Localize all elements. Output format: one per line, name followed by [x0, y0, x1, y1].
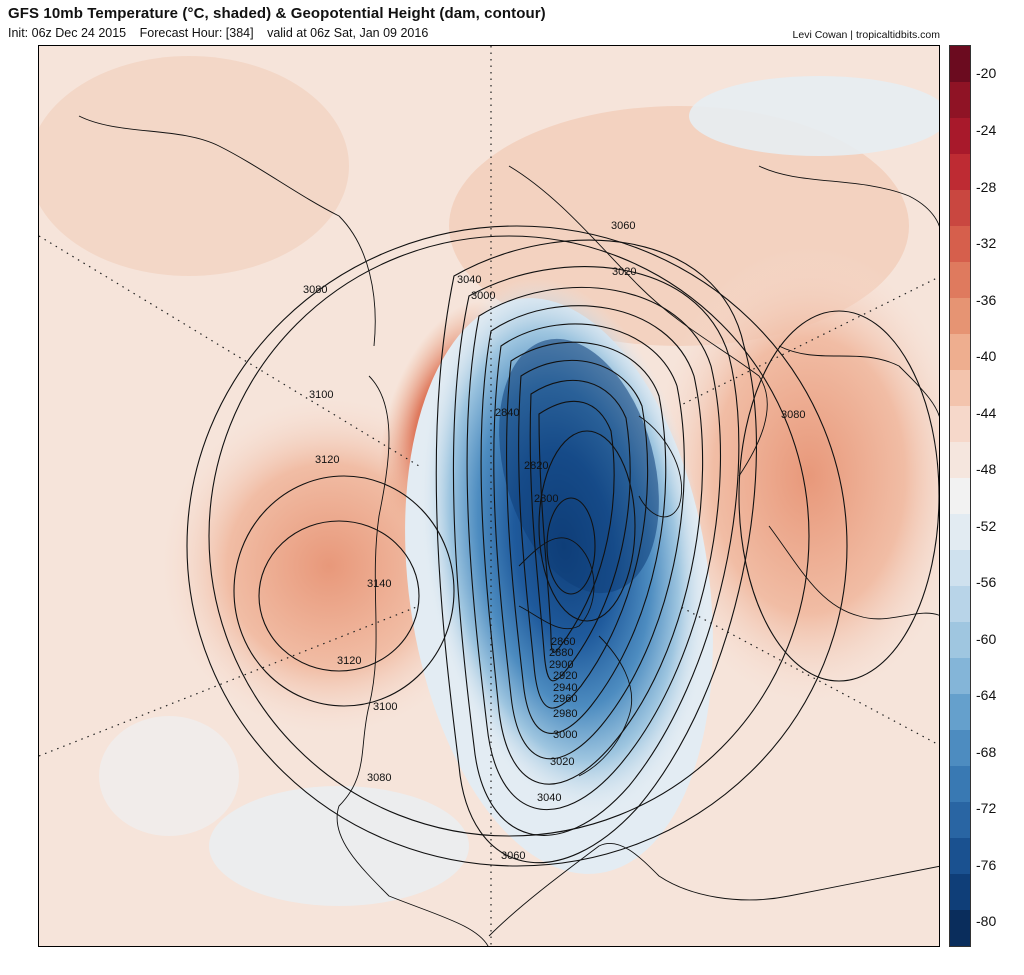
- credit-text: Levi Cowan | tropicaltidbits.com: [792, 29, 940, 41]
- colorbar-tick-label: -24: [976, 122, 997, 138]
- colorbar-swatch: [950, 190, 970, 226]
- colorbar-swatch: [950, 658, 970, 694]
- colorbar-swatch: [950, 262, 970, 298]
- colorbar-tick-label: -44: [976, 405, 997, 421]
- colorbar-swatch: [950, 802, 970, 838]
- graticule: [39, 46, 939, 946]
- colorbar-swatch: [950, 334, 970, 370]
- colorbar-tick-label: -76: [976, 857, 997, 873]
- colorbar-swatch: [950, 442, 970, 478]
- colorbar-tick-label: -68: [976, 744, 997, 760]
- chart-title: GFS 10mb Temperature (°C, shaded) & Geop…: [8, 5, 546, 22]
- coastlines: [78, 115, 939, 946]
- colorbar-swatch: [950, 910, 970, 946]
- colorbar-swatch: [950, 406, 970, 442]
- colorbar-swatch: [950, 730, 970, 766]
- colorbar-tick-label: -80: [976, 913, 997, 929]
- colorbar-tick-label: -40: [976, 348, 997, 364]
- colorbar-tick-label: -72: [976, 800, 997, 816]
- colorbar-swatch: [950, 118, 970, 154]
- polar-stereographic-map: 3060 3020 3040 3000 3080 3100 3120 3140 …: [38, 45, 940, 947]
- cool-patch: [689, 76, 939, 156]
- colorbar-swatch: [950, 226, 970, 262]
- colorbar-tick-label: -28: [976, 179, 997, 195]
- forecast-hour: Forecast Hour: [384]: [139, 26, 254, 40]
- cool-patch: [209, 786, 469, 906]
- colorbar-swatch: [950, 694, 970, 730]
- neutral-patch: [99, 716, 239, 836]
- colorbar-swatch: [950, 298, 970, 334]
- colorbar-swatch: [950, 154, 970, 190]
- colorbar-swatch: [950, 550, 970, 586]
- colorbar-tick-label: -20: [976, 65, 997, 81]
- colorbar-tick-label: -64: [976, 687, 997, 703]
- chart-subtitle: Init: 06z Dec 24 2015 Forecast Hour: [38…: [8, 26, 438, 40]
- warm-anomaly-east: [649, 246, 939, 706]
- colorbar-tick-label: -52: [976, 518, 997, 534]
- map-svg: [39, 46, 939, 946]
- colorbar-swatch: [950, 838, 970, 874]
- colorbar-swatch: [950, 514, 970, 550]
- colorbar-tick-label: -48: [976, 461, 997, 477]
- colorbar-swatch: [950, 874, 970, 910]
- colorbar: [949, 45, 971, 947]
- colorbar-swatch: [950, 766, 970, 802]
- colorbar-swatch: [950, 370, 970, 406]
- colorbar-swatch: [950, 82, 970, 118]
- warm-patch: [39, 56, 349, 276]
- colorbar-tick-label: -36: [976, 292, 997, 308]
- colorbar-tick-label: -60: [976, 631, 997, 647]
- colorbar-swatch: [950, 46, 970, 82]
- colorbar-swatch: [950, 586, 970, 622]
- colorbar-tick-label: -56: [976, 574, 997, 590]
- colorbar-swatch: [950, 478, 970, 514]
- colorbar-swatch: [950, 622, 970, 658]
- valid-time: valid at 06z Sat, Jan 09 2016: [267, 26, 429, 40]
- height-contours: [186, 225, 939, 867]
- init-time: Init: 06z Dec 24 2015: [8, 26, 127, 40]
- colorbar-tick-label: -32: [976, 235, 997, 251]
